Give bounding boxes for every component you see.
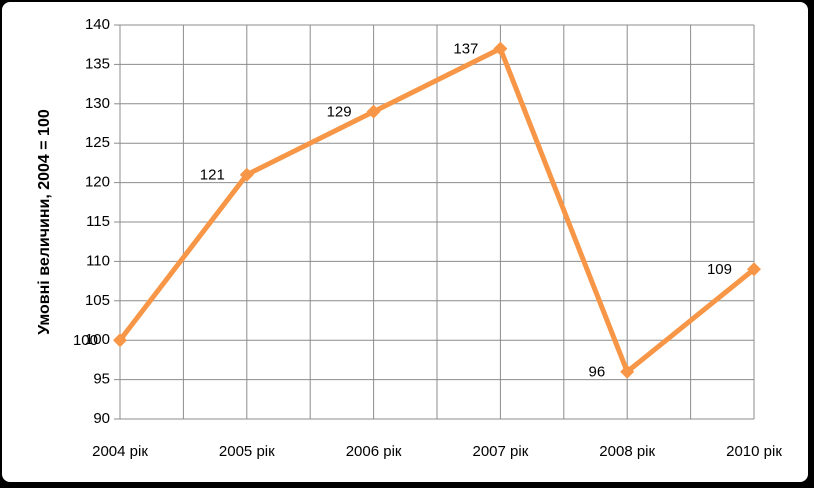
x-tick-label: 2010 рік — [726, 443, 782, 460]
x-tick-label: 2007 рік — [473, 443, 529, 460]
chart-background — [2, 2, 808, 482]
x-tick-label: 2004 рік — [92, 443, 148, 460]
series-line — [118, 46, 756, 375]
y-axis-label: Умовні величини, 2004 = 100 — [36, 109, 53, 335]
data-point — [493, 41, 508, 56]
data-point — [366, 104, 381, 119]
y-tick-label: 135 — [85, 55, 110, 72]
y-tick-label: 90 — [93, 410, 110, 427]
y-tick-label: 105 — [85, 292, 110, 309]
y-tick-label: 95 — [93, 371, 110, 388]
data-point — [239, 167, 254, 182]
data-label: 96 — [589, 364, 606, 381]
data-label: 121 — [200, 167, 225, 184]
data-label: 100 — [73, 332, 98, 349]
data-label: 137 — [453, 41, 478, 58]
data-point — [113, 333, 127, 348]
y-tick-label: 125 — [85, 134, 110, 151]
data-point — [620, 364, 635, 379]
y-tick-label: 130 — [85, 95, 110, 112]
x-tick-label: 2008 рік — [599, 443, 655, 460]
y-tick-label: 115 — [86, 213, 110, 230]
data-point — [747, 262, 761, 277]
y-tick-label: 140 — [85, 16, 110, 33]
x-tick-label: 2005 рік — [219, 443, 275, 460]
y-tick-label: 100 — [85, 331, 110, 348]
y-tick-label: 120 — [85, 174, 110, 191]
data-label: 129 — [327, 104, 352, 121]
data-label: 109 — [707, 261, 732, 278]
x-tick-label: 2006 рік — [346, 443, 402, 460]
y-tick-label: 110 — [86, 252, 110, 269]
